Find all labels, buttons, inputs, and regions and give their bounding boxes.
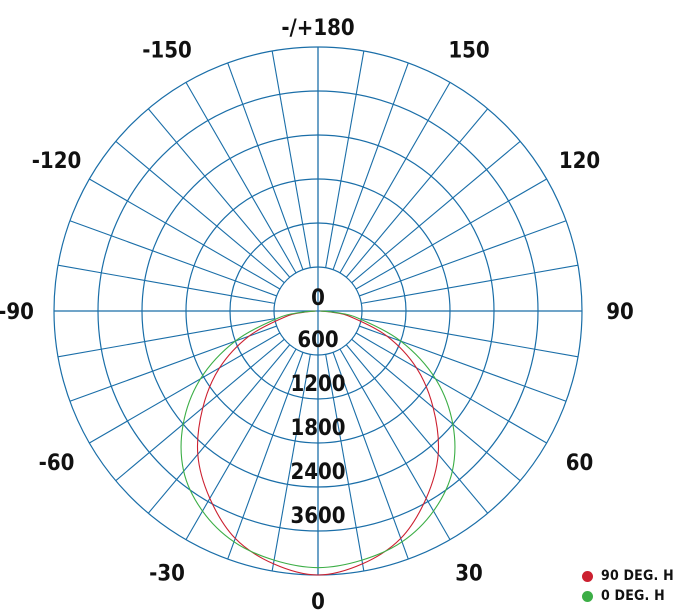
legend-item-0-deg-h: 0 DEG. H bbox=[582, 586, 674, 606]
grid-spoke bbox=[185, 348, 297, 540]
angle-label: -90 bbox=[0, 300, 34, 325]
curve-0-deg-h bbox=[180, 310, 456, 569]
grid-spoke bbox=[359, 325, 567, 402]
grid-spoke bbox=[89, 332, 281, 444]
grid-spoke bbox=[345, 108, 489, 278]
angle-label: 60 bbox=[566, 451, 594, 476]
grid-spoke bbox=[355, 332, 547, 444]
grid-spoke bbox=[332, 62, 409, 270]
grid-spoke bbox=[361, 264, 579, 304]
grid-spoke bbox=[351, 140, 521, 284]
polar-curves bbox=[180, 310, 456, 576]
grid-spoke bbox=[325, 354, 365, 572]
grid-spoke bbox=[339, 82, 451, 274]
legend-dot-red bbox=[582, 570, 593, 582]
grid-spoke bbox=[339, 348, 451, 540]
angle-label: -60 bbox=[39, 451, 75, 476]
grid-spoke bbox=[57, 318, 275, 358]
legend-label: 0 DEG. H bbox=[601, 588, 665, 604]
grid-spoke bbox=[89, 178, 281, 290]
grid-spoke bbox=[57, 264, 275, 304]
legend-item-90-deg-h: 90 DEG. H bbox=[582, 566, 674, 586]
radial-tick-label: 1200 bbox=[290, 372, 345, 397]
angle-label: -30 bbox=[149, 562, 185, 587]
grid-spoke bbox=[185, 82, 297, 274]
grid-spoke bbox=[227, 62, 304, 270]
grid-spoke bbox=[227, 352, 304, 560]
grid-spoke bbox=[115, 140, 285, 284]
angle-label: 90 bbox=[606, 300, 634, 325]
legend-dot-green bbox=[582, 590, 593, 602]
radial-tick-label: 0 bbox=[311, 286, 325, 311]
radial-tick-label: 2400 bbox=[290, 460, 345, 485]
grid-spoke bbox=[345, 344, 489, 514]
grid-spoke bbox=[271, 50, 311, 268]
angle-label: -120 bbox=[32, 149, 82, 174]
grid-spoke bbox=[147, 344, 291, 514]
legend: 90 DEG. H 0 DEG. H bbox=[582, 566, 674, 606]
angle-label: 0 bbox=[311, 590, 325, 614]
angle-label: 150 bbox=[448, 39, 489, 64]
angle-label: 120 bbox=[559, 149, 600, 174]
grid-spoke bbox=[332, 352, 409, 560]
angle-label: -/+180 bbox=[281, 16, 354, 41]
radial-tick-label: 3600 bbox=[290, 504, 345, 529]
angle-label: 30 bbox=[455, 562, 483, 587]
curve-90-deg-h bbox=[196, 310, 440, 576]
legend-label: 90 DEG. H bbox=[601, 568, 674, 584]
grid-spoke bbox=[69, 220, 277, 297]
grid-spoke bbox=[271, 354, 311, 572]
grid-spoke bbox=[359, 220, 567, 297]
radial-tick-label: 600 bbox=[297, 328, 338, 353]
grid-spoke bbox=[351, 338, 521, 482]
grid-spoke bbox=[115, 338, 285, 482]
angle-label: -150 bbox=[142, 39, 192, 64]
grid-spoke bbox=[147, 108, 291, 278]
grid-spoke bbox=[325, 50, 365, 268]
grid-spoke bbox=[355, 178, 547, 290]
grid-spoke bbox=[69, 325, 277, 402]
radial-tick-label: 1800 bbox=[290, 416, 345, 441]
grid-spoke bbox=[361, 318, 579, 358]
polar-grid bbox=[53, 46, 583, 576]
